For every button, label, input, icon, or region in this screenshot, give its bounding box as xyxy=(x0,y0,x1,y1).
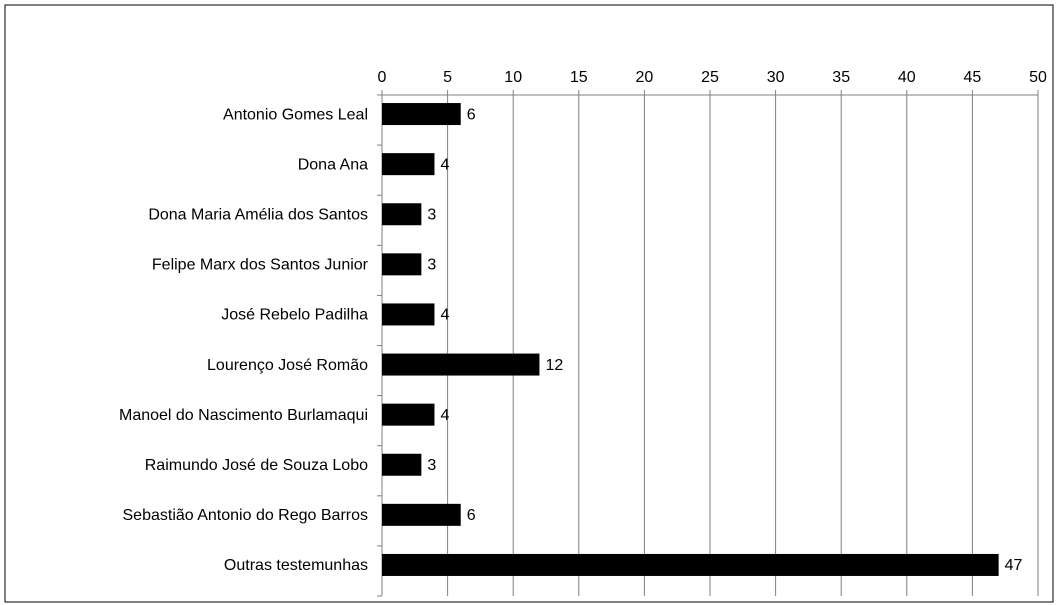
x-tick-label: 50 xyxy=(1029,69,1047,86)
data-label: 4 xyxy=(440,407,449,424)
y-tick-label: Dona Ana xyxy=(298,156,368,173)
data-label: 3 xyxy=(427,257,436,274)
x-tick-label: 0 xyxy=(378,69,387,86)
bar xyxy=(382,103,461,126)
y-tick-label: Outras testemunhas xyxy=(224,557,368,574)
bar xyxy=(382,303,435,326)
data-label: 4 xyxy=(440,307,449,324)
bar xyxy=(382,253,422,276)
data-label: 47 xyxy=(1005,557,1023,574)
x-tick-label: 35 xyxy=(832,69,850,86)
x-tick-label: 5 xyxy=(443,69,452,86)
bar xyxy=(382,553,999,576)
chart-frame xyxy=(4,4,1054,603)
y-tick-label: José Rebelo Padilha xyxy=(221,307,368,324)
bar xyxy=(382,403,435,426)
bar xyxy=(382,353,540,376)
y-tick-label: Antonio Gomes Leal xyxy=(223,106,368,123)
data-label: 6 xyxy=(467,507,476,524)
data-label: 12 xyxy=(545,357,563,374)
y-tick-label: Manoel do Nascimento Burlamaqui xyxy=(119,407,368,424)
x-tick-label: 45 xyxy=(964,69,982,86)
y-tick-label: Lourenço José Romão xyxy=(207,357,368,374)
data-label: 4 xyxy=(440,156,449,173)
bar xyxy=(382,203,422,226)
data-label: 6 xyxy=(467,106,476,123)
bar xyxy=(382,503,461,526)
x-tick-label: 20 xyxy=(636,69,654,86)
y-tick-label: Dona Maria Amélia dos Santos xyxy=(148,206,368,223)
bar xyxy=(382,153,435,176)
bar xyxy=(382,453,422,476)
x-tick-label: 25 xyxy=(701,69,719,86)
y-tick-label: Raimundo José de Souza Lobo xyxy=(145,457,368,474)
data-label: 3 xyxy=(427,206,436,223)
x-tick-label: 30 xyxy=(767,69,785,86)
x-tick-label: 15 xyxy=(570,69,588,86)
x-tick-label: 40 xyxy=(898,69,916,86)
y-tick-label: Sebastião Antonio do Rego Barros xyxy=(123,507,369,524)
y-tick-label: Felipe Marx dos Santos Junior xyxy=(152,257,369,274)
data-label: 3 xyxy=(427,457,436,474)
x-tick-label: 10 xyxy=(504,69,522,86)
